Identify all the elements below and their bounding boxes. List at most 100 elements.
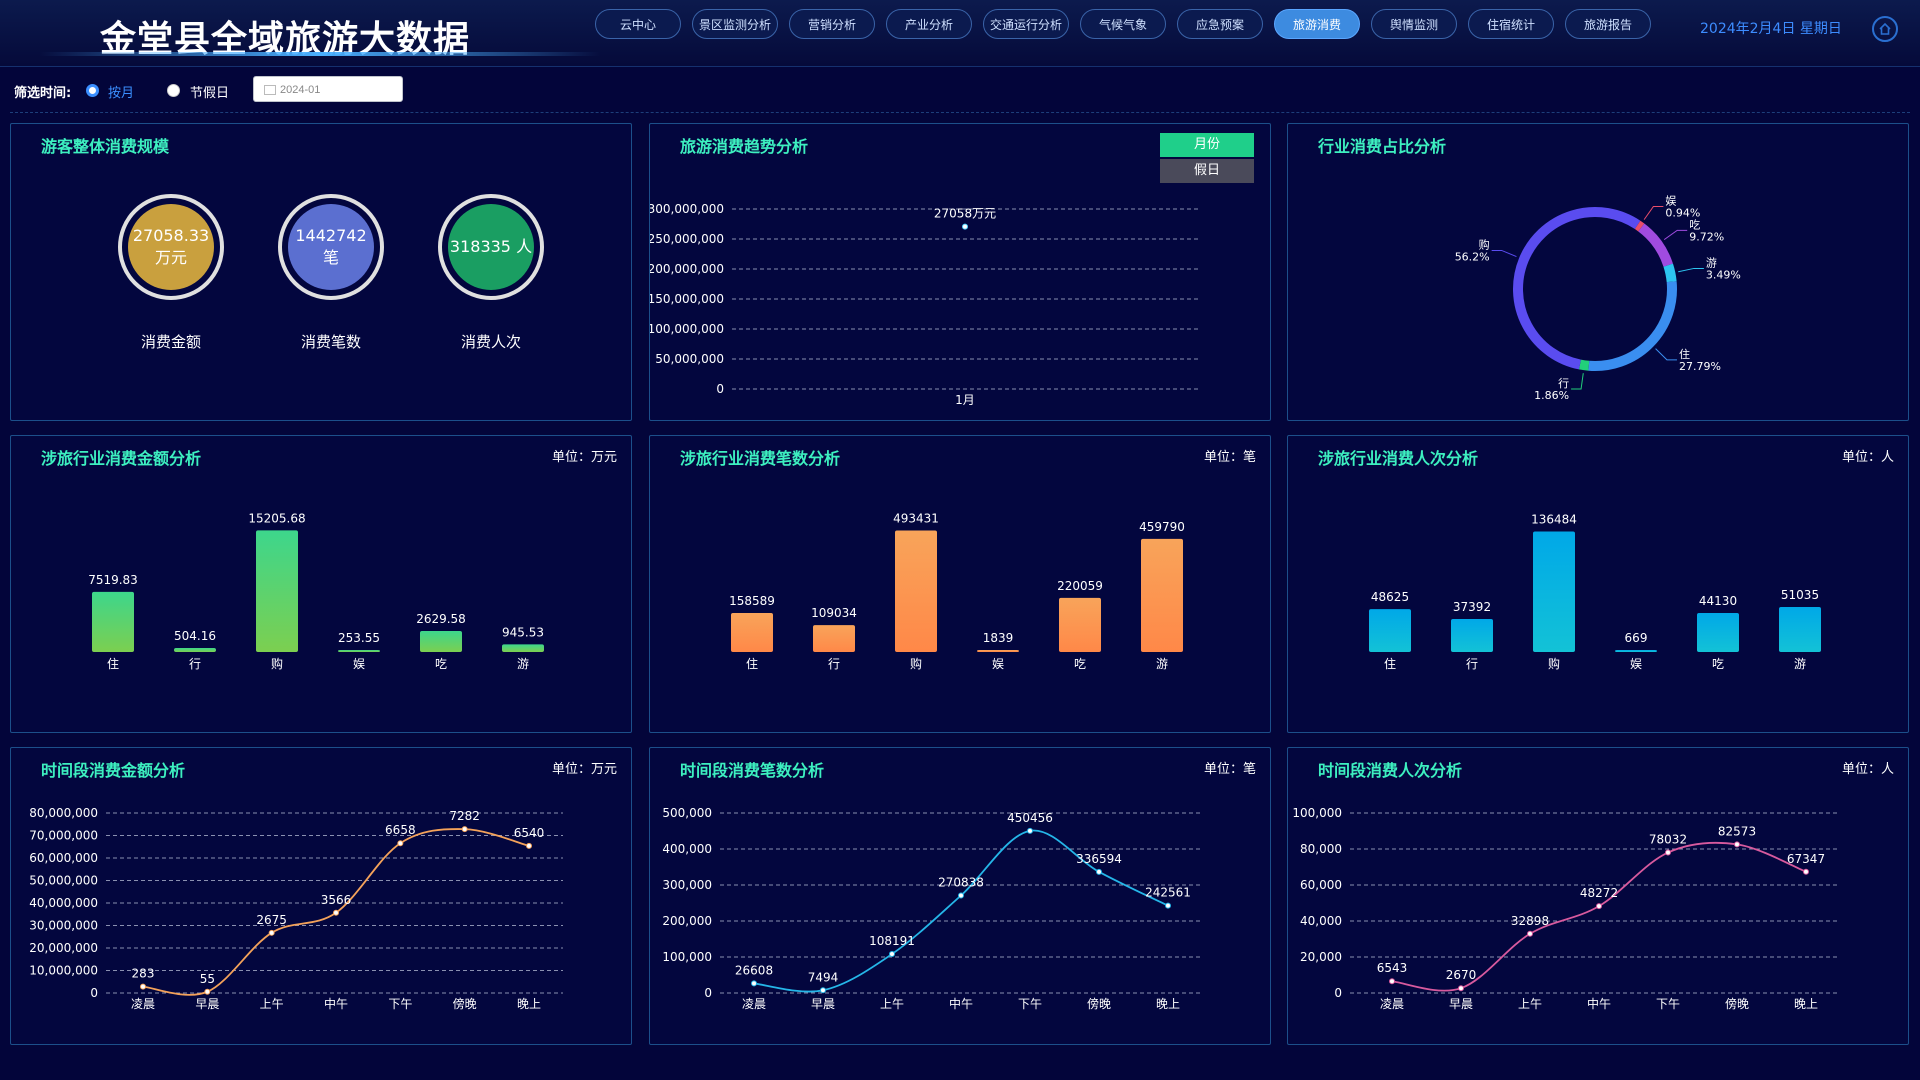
- bar-value-label: 136484: [1531, 513, 1577, 527]
- x-tick-label: 游: [1794, 657, 1806, 671]
- x-tick-label: 中午: [949, 996, 973, 1011]
- data-point: [1389, 978, 1395, 985]
- calendar-icon: [264, 85, 276, 95]
- data-label: 3566: [321, 893, 352, 907]
- data-label: 2675: [256, 913, 287, 927]
- data-label: 450456: [1007, 811, 1053, 825]
- y-tick-label: 300,000,000: [650, 202, 724, 216]
- nav-item-7[interactable]: 旅游消费: [1274, 9, 1360, 39]
- y-tick-label: 0: [90, 986, 98, 1000]
- x-tick-label: 晚上: [517, 997, 541, 1011]
- pie-slice: [1634, 220, 1645, 232]
- x-tick-label: 早晨: [811, 997, 835, 1011]
- x-tick-label: 游: [1156, 657, 1168, 671]
- period-people-chart: 0 20,000 40,000 60,000 80,000 100,000 6543 凌晨 26…: [1292, 806, 1840, 1011]
- slice-leader: [1643, 206, 1664, 220]
- data-label: 26608: [735, 963, 773, 977]
- nav-item-8[interactable]: 舆情监测: [1371, 9, 1457, 39]
- x-tick-label: 下午: [1656, 997, 1680, 1011]
- nav-item-4[interactable]: 交通运行分析: [983, 9, 1069, 39]
- slice-percent: 3.49%: [1706, 268, 1741, 281]
- x-tick-label: 晚上: [1156, 997, 1180, 1011]
- nav-item-6[interactable]: 应急预案: [1177, 9, 1263, 39]
- slice-leader: [1678, 267, 1704, 273]
- bar-value-label: 109034: [811, 606, 857, 620]
- stat-label: 消费人次: [460, 333, 521, 351]
- nav-item-5[interactable]: 气候气象: [1080, 9, 1166, 39]
- bar: [1451, 618, 1493, 652]
- x-tick-label: 凌晨: [742, 997, 766, 1011]
- radio-month-label[interactable]: 按月: [108, 86, 135, 101]
- x-tick-label: 傍晚: [1725, 996, 1749, 1011]
- bar-value-label: 2629.58: [416, 612, 466, 626]
- unit-label: 单位：笔: [1203, 450, 1256, 465]
- slice-name: 游: [1706, 256, 1717, 269]
- unit-label: 单位：人: [1841, 450, 1894, 465]
- data-label: 48272: [1580, 886, 1618, 900]
- bar: [420, 630, 462, 652]
- nav-item-1[interactable]: 景区监测分析: [692, 9, 778, 39]
- unit-label: 单位：人: [1841, 762, 1894, 777]
- x-tick-label: 早晨: [195, 997, 219, 1011]
- unit-label: 单位：笔: [1203, 762, 1256, 777]
- slice-leader: [1571, 373, 1584, 390]
- slice-percent: 0.94%: [1665, 207, 1700, 220]
- x-tick-label: 购: [271, 656, 283, 671]
- data-label: 108191: [869, 934, 915, 948]
- period-count-chart: 0 100,000 200,000 300,000 400,000 500,000 2660…: [662, 806, 1202, 1011]
- pie-slice: [1578, 359, 1590, 371]
- industry-amount-chart: 7519.83 住 504.16 行 15205.68 购 253.55 娱 2629.58 吃 9…: [88, 511, 544, 671]
- data-label: 283: [132, 967, 155, 981]
- home-icon[interactable]: [1872, 16, 1898, 42]
- data-point: [1596, 903, 1602, 910]
- toggle-month[interactable]: 月份: [1160, 133, 1254, 157]
- y-tick-label: 40,000,000: [29, 896, 98, 910]
- date-picker[interactable]: [253, 76, 403, 102]
- x-tick-label: 住: [746, 657, 758, 671]
- y-tick-label: 250,000,000: [650, 232, 724, 246]
- bar: [92, 591, 134, 652]
- x-tick-label: 1月: [955, 393, 975, 407]
- panel-industry-amount: 涉旅行业消费金额分析 单位：万元 7519.83 住 504.16 行 15205.68…: [10, 435, 632, 733]
- panel-share: 行业消费占比分析 行 1.86% 购 56.2% 娱 0.94% 吃 9.72% 游 3.49% 住…: [1287, 123, 1909, 421]
- current-date: 2024年2月4日 星期日: [1700, 21, 1842, 37]
- bar-value-label: 459790: [1139, 520, 1185, 534]
- stat-circle: 1442742 笔: [278, 194, 384, 300]
- radio-holiday-label[interactable]: 节假日: [190, 86, 230, 101]
- data-label: 27058万元: [934, 207, 996, 221]
- nav-item-0[interactable]: 云中心: [595, 9, 681, 39]
- stat-value: 318335 人: [448, 204, 534, 290]
- bar-value-label: 493431: [893, 512, 939, 526]
- x-tick-label: 吃: [1074, 657, 1086, 671]
- x-tick-label: 下午: [1018, 997, 1042, 1011]
- nav-item-10[interactable]: 旅游报告: [1565, 9, 1651, 39]
- y-tick-label: 80,000,000: [29, 806, 98, 820]
- panel-overall: 游客整体消费规模 27058.33 万元 消费金额 1442742 笔消费笔数 318…: [10, 123, 632, 421]
- trend-chart: 0 50,000,000 100,000,000 150,000,000 200,000…: [650, 202, 1198, 407]
- y-tick-label: 0: [716, 382, 724, 396]
- pie-slice: [1663, 263, 1677, 283]
- nav-item-3[interactable]: 产业分析: [886, 9, 972, 39]
- nav-item-2[interactable]: 营销分析: [789, 9, 875, 39]
- header: 金堂县全域旅游大数据 云中心 景区监测分析 营销分析 产业分析 交通运行分析 气候气象 应急…: [0, 0, 1920, 67]
- slice-name: 住: [1679, 347, 1690, 361]
- panel-title: 游客整体消费规模: [41, 137, 170, 156]
- date-input[interactable]: [278, 80, 392, 100]
- y-tick-label: 100,000: [662, 950, 712, 964]
- bar-value-label: 37392: [1453, 600, 1491, 614]
- x-tick-label: 游: [517, 657, 529, 671]
- data-point: [140, 983, 146, 990]
- x-tick-label: 行: [189, 657, 201, 671]
- bar-value-label: 51035: [1781, 588, 1819, 602]
- data-label: 7494: [808, 970, 839, 984]
- filter-label: 筛选时间:: [14, 86, 72, 101]
- radio-holiday[interactable]: [167, 84, 180, 97]
- nav-item-9[interactable]: 住宿统计: [1468, 9, 1554, 39]
- data-point: [397, 840, 404, 847]
- share-donut-chart: 行1.86% 购56.2% 娱0.94%吃9.72% 游3.49% 住27.79%: [1455, 194, 1741, 402]
- toggle-holiday[interactable]: 假日: [1160, 159, 1254, 183]
- radio-month[interactable]: [86, 84, 99, 97]
- data-label: 6543: [1377, 961, 1408, 975]
- bar: [1059, 597, 1101, 652]
- slice-name: 购: [1479, 237, 1490, 251]
